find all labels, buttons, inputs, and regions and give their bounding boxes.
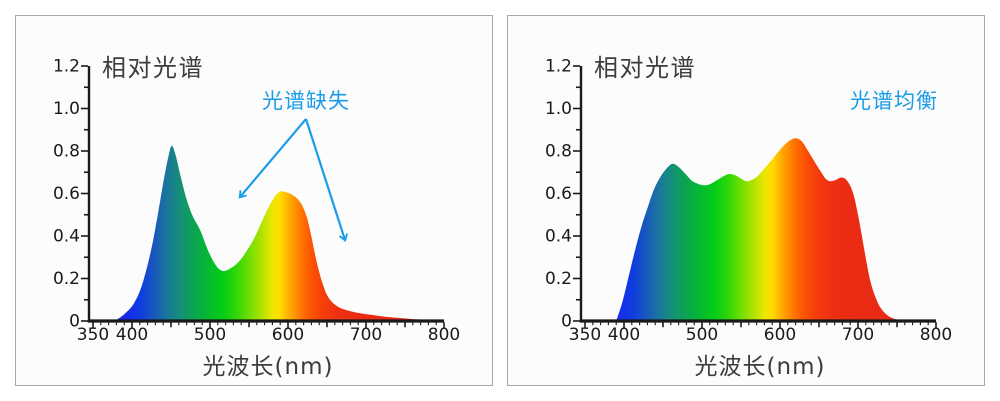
x-tick-label: 800 (920, 325, 952, 345)
y-tick-label: 0.8 (53, 142, 80, 162)
chart-title: 相对光谱 (102, 54, 204, 82)
y-tick-label: 1.2 (545, 57, 572, 77)
y-tick-label: 1.2 (53, 57, 80, 77)
spectrum-area (114, 145, 445, 321)
annotation-arrow-red-gap (304, 118, 348, 243)
y-tick-label: 0 (561, 312, 572, 332)
x-tick-label: 600 (272, 325, 304, 345)
annotation-label: 光谱均衡 (850, 89, 938, 113)
x-axis-label: 光波长(nm) (203, 354, 334, 380)
y-tick-label: 0 (69, 312, 80, 332)
spectrum-panel-deficient: 相对光谱 1.2 1.0 0.8 0.6 0.4 0.2 0 350 400 5… (15, 15, 493, 386)
y-tick-label: 0.6 (545, 184, 572, 204)
y-tick-label: 0.2 (545, 269, 572, 289)
y-tick-label: 0.8 (545, 142, 572, 162)
y-tick-label: 0.4 (545, 227, 572, 247)
x-tick-label: 350 (569, 325, 601, 345)
x-tick-label: 700 (350, 325, 382, 345)
x-tick-label: 350 (77, 325, 109, 345)
y-tick-label: 0.2 (53, 269, 80, 289)
y-tick-label: 0.4 (53, 227, 80, 247)
spectrum-area (616, 138, 929, 321)
x-tick-label: 400 (116, 325, 148, 345)
x-tick-label: 500 (686, 325, 718, 345)
axes (573, 65, 937, 329)
y-tick-label: 0.6 (53, 184, 80, 204)
spectrum-panel-balanced: 相对光谱 1.2 1.0 0.8 0.6 0.4 0.2 0 350 400 5… (507, 15, 985, 386)
x-tick-label: 500 (194, 325, 226, 345)
x-tick-label: 800 (428, 325, 460, 345)
spectrum-chart-deficient: 相对光谱 1.2 1.0 0.8 0.6 0.4 0.2 0 350 400 5… (53, 54, 460, 380)
chart-title: 相对光谱 (594, 54, 696, 82)
x-tick-label: 600 (764, 325, 796, 345)
axes (81, 65, 445, 329)
annotation-label: 光谱缺失 (262, 89, 350, 113)
x-axis-label: 光波长(nm) (695, 354, 826, 380)
spectrum-chart-balanced: 相对光谱 1.2 1.0 0.8 0.6 0.4 0.2 0 350 400 5… (545, 54, 952, 380)
x-tick-label: 400 (608, 325, 640, 345)
y-tick-label: 1.0 (545, 99, 572, 119)
x-tick-label: 700 (842, 325, 874, 345)
y-tick-label: 1.0 (53, 99, 80, 119)
annotation-arrow-valley (238, 118, 307, 199)
